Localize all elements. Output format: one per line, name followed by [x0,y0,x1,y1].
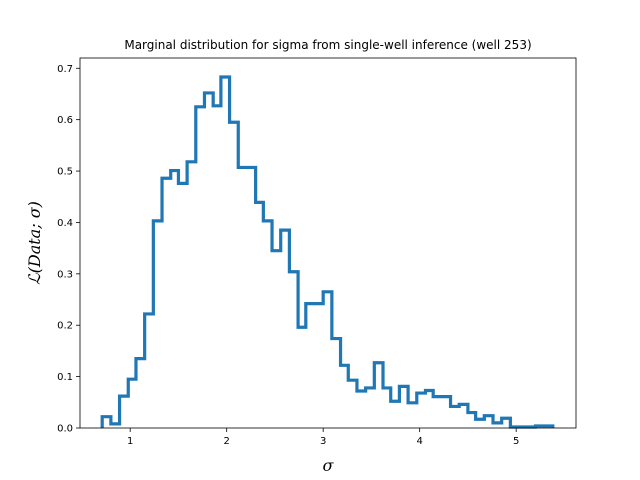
y-tick-label: 0.6 [57,115,73,126]
histogram-bin [366,388,375,428]
histogram-bin [433,397,442,428]
y-axis-label: ℒ(Data; σ) [25,201,44,285]
chart-title: Marginal distribution for sigma from sin… [124,38,531,52]
histogram-bin [187,162,196,428]
x-tick-label: 3 [320,436,326,447]
histogram-bin [408,403,417,428]
histogram-bin [213,106,221,428]
histogram-bin [247,167,256,428]
histogram-step-line [100,75,555,429]
x-axis-label: σ [323,456,335,475]
histogram-bin [391,401,400,428]
y-tick-label: 0.3 [57,269,73,280]
histogram-bin [171,171,179,428]
histogram-bin [272,251,281,428]
histogram-bin [451,406,460,428]
histogram-bin [221,77,230,428]
histogram-bin [256,202,264,428]
x-tick-label: 1 [127,436,133,447]
histogram-bin [178,183,187,428]
histogram-bin [298,327,306,428]
x-axis: 1 2 3 4 5 [127,428,519,447]
x-tick-label: 2 [223,436,229,447]
y-tick-label: 0.7 [57,64,73,75]
x-tick-label: 4 [416,436,422,447]
y-tick-label: 0.2 [57,321,73,332]
histogram-bin [314,304,323,428]
x-tick-label: 5 [513,436,519,447]
y-tick-label: 0.0 [57,424,73,435]
y-tick-label: 0.1 [57,372,73,383]
y-tick-label: 0.5 [57,167,73,178]
histogram-bin [238,167,247,428]
y-axis: 0.0 0.1 0.2 0.3 0.4 0.5 0.6 0.7 [57,64,80,435]
y-tick-label: 0.4 [57,218,73,229]
plot-frame [79,57,577,429]
histogram-bin [357,391,366,428]
histogram-bin [204,93,213,428]
